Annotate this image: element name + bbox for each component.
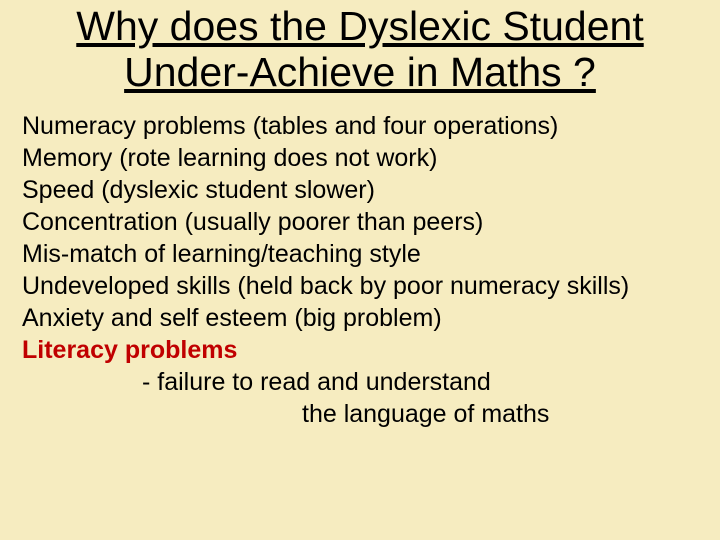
body-line: Mis-match of learning/teaching style — [22, 238, 700, 270]
body-line-sub: the language of maths — [22, 398, 700, 430]
slide: Why does the Dyslexic Student Under-Achi… — [0, 0, 720, 540]
body-line: Anxiety and self esteem (big problem) — [22, 302, 700, 334]
body-line: Memory (rote learning does not work) — [22, 142, 700, 174]
body-line-emphasis: Literacy problems — [22, 334, 700, 366]
title-line-2: Under-Achieve in Maths ? — [124, 49, 596, 95]
body-line: Numeracy problems (tables and four opera… — [22, 110, 700, 142]
body-line-sub: - failure to read and understand — [22, 366, 700, 398]
body-line: Undeveloped skills (held back by poor nu… — [22, 270, 700, 302]
body-line: Speed (dyslexic student slower) — [22, 174, 700, 206]
slide-body: Numeracy problems (tables and four opera… — [20, 110, 700, 430]
title-line-1: Why does the Dyslexic Student — [76, 3, 643, 49]
body-line: Concentration (usually poorer than peers… — [22, 206, 700, 238]
slide-title: Why does the Dyslexic Student Under-Achi… — [20, 4, 700, 96]
